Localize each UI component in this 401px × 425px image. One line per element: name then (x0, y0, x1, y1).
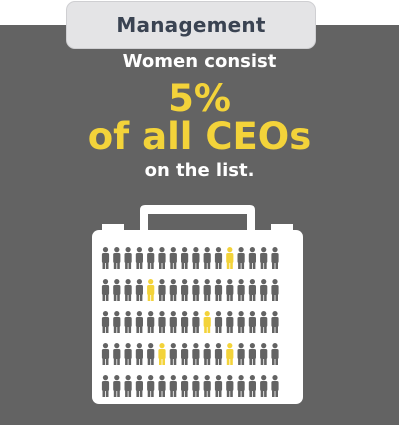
person-icon (192, 375, 200, 397)
person-icon (203, 247, 211, 269)
person-icon (214, 247, 223, 269)
person-icon (135, 343, 143, 365)
person-icon (271, 247, 279, 269)
person-icon-woman (147, 279, 155, 301)
person-icon (181, 247, 189, 269)
person-icon (124, 343, 132, 365)
person-icon (181, 343, 189, 365)
headline-outro: on the list. (144, 160, 255, 181)
person-icon (237, 311, 245, 333)
person-icon (158, 311, 166, 333)
person-icon (237, 343, 245, 365)
person-icon (237, 247, 245, 269)
person-icon (147, 247, 155, 269)
person-icon (135, 247, 143, 269)
person-icon (260, 343, 268, 365)
briefcase-handle (140, 205, 255, 236)
person-icon (237, 375, 245, 397)
person-icon (214, 279, 223, 301)
person-icon (101, 375, 110, 397)
person-icon (203, 343, 211, 365)
person-icon (135, 279, 143, 301)
person-icon (169, 247, 177, 269)
person-icon (101, 279, 110, 301)
person-icon (271, 343, 279, 365)
person-icon (169, 311, 177, 333)
person-icon (169, 279, 177, 301)
person-icon (113, 343, 121, 365)
headline-subject: of all CEOs (87, 115, 312, 158)
person-icon (226, 279, 234, 301)
person-icon (135, 375, 143, 397)
person-icon (181, 375, 189, 397)
person-icon-woman (226, 343, 234, 365)
person-icon (135, 311, 143, 333)
person-icon (124, 279, 132, 301)
person-icon (181, 279, 189, 301)
person-icon (237, 279, 245, 301)
person-icon (169, 343, 177, 365)
person-icon (260, 279, 268, 301)
person-icon (214, 375, 223, 397)
person-icon (203, 279, 211, 301)
section-tab[interactable]: Management (66, 1, 316, 49)
person-icon (214, 311, 223, 333)
person-icon (158, 279, 166, 301)
headline-intro: Women consist (122, 51, 277, 72)
person-icon (158, 247, 166, 269)
person-icon (226, 311, 234, 333)
person-icon (124, 247, 132, 269)
person-icon (113, 311, 121, 333)
person-icon (248, 311, 256, 333)
section-tab-label: Management (116, 13, 266, 37)
person-icon (192, 311, 200, 333)
person-icon (101, 343, 110, 365)
person-icon (248, 279, 256, 301)
person-icon (260, 247, 268, 269)
person-icon (158, 375, 166, 397)
person-icon (101, 247, 110, 269)
briefcase-hinge-right (271, 224, 293, 233)
person-icon (214, 343, 223, 365)
person-icon (181, 311, 189, 333)
person-icon-woman (226, 247, 234, 269)
person-icon (226, 375, 234, 397)
people-grid (101, 247, 279, 397)
person-icon (113, 247, 121, 269)
person-icon (192, 247, 200, 269)
person-icon (271, 279, 279, 301)
person-icon (192, 279, 200, 301)
person-icon (169, 375, 177, 397)
person-icon (248, 375, 256, 397)
briefcase-hinge-left (102, 224, 124, 233)
person-icon (101, 311, 110, 333)
person-icon (124, 375, 132, 397)
person-icon (147, 343, 155, 365)
person-icon (147, 311, 155, 333)
person-icon (260, 375, 268, 397)
headline-percentage: 5% (168, 77, 231, 120)
person-icon-woman (158, 343, 166, 365)
person-icon (271, 311, 279, 333)
person-icon (147, 375, 155, 397)
person-icon (113, 279, 121, 301)
person-icon (113, 375, 121, 397)
person-icon (203, 375, 211, 397)
person-icon-woman (203, 311, 211, 333)
person-icon (260, 311, 268, 333)
person-icon (124, 311, 132, 333)
person-icon (248, 343, 256, 365)
person-icon (192, 343, 200, 365)
person-icon (248, 247, 256, 269)
person-icon (271, 375, 279, 397)
